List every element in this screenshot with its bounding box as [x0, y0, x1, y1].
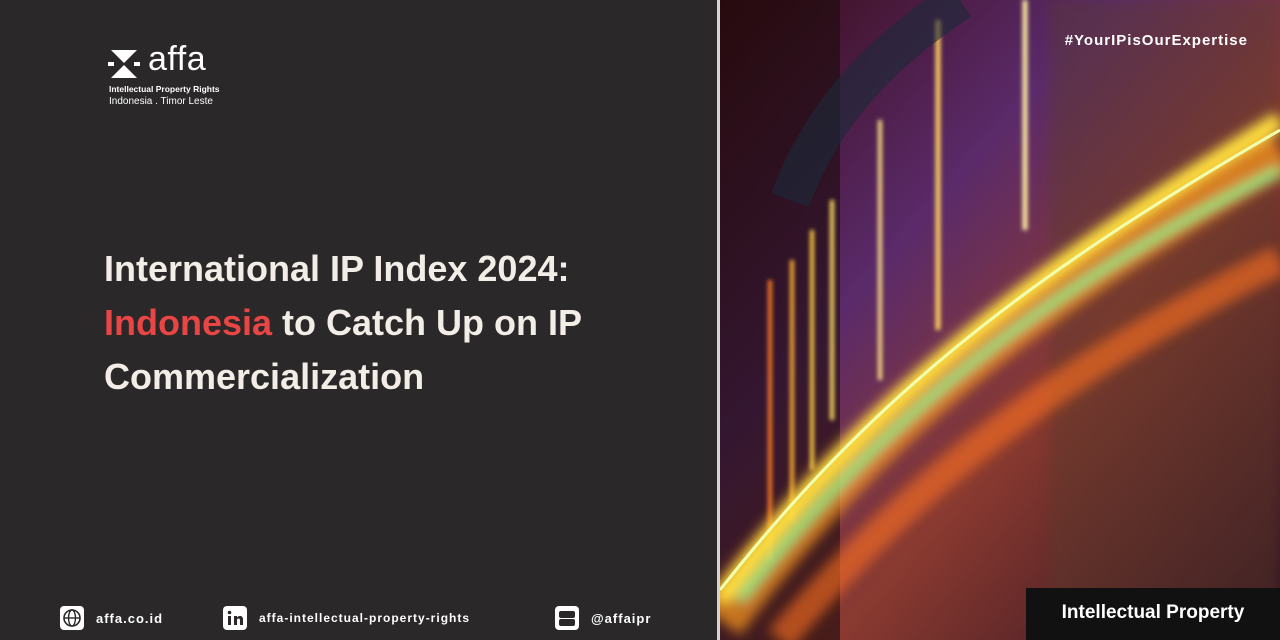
headline-highlight: Indonesia: [104, 302, 273, 343]
hero-image: [720, 0, 1280, 640]
left-panel: affa Intellectual Property Rights Indone…: [60, 40, 651, 630]
linkedin-icon: [223, 606, 247, 630]
logo-region: Indonesia . Timor Leste: [109, 96, 213, 107]
footer-linkedin[interactable]: affa-intellectual-property-rights: [223, 606, 470, 630]
headline-text: to Catch Up on IP: [282, 302, 583, 343]
footer-youtube[interactable]: @affaipr: [555, 606, 651, 630]
globe-icon: [60, 606, 84, 630]
headline-line: Indonesia to Catch Up on IP: [104, 296, 582, 350]
logo-tagline: Intellectual Property Rights: [109, 84, 220, 94]
logo-mark: [108, 50, 140, 78]
footer-website[interactable]: affa.co.id: [60, 606, 163, 630]
headline: International IP Index 2024: Indonesia t…: [104, 242, 582, 404]
youtube-icon: [555, 606, 579, 630]
hashtag: #YourIPisOurExpertise: [1064, 32, 1248, 49]
website: affa.co.id: [96, 610, 164, 626]
category-tag[interactable]: Intellectual Property: [1026, 588, 1280, 640]
linkedin: affa-intellectual-property-rights: [259, 611, 471, 625]
youtube: @affaipr: [591, 610, 652, 626]
divider: [717, 0, 720, 640]
headline-line: International IP Index 2024:: [104, 248, 570, 289]
headline-line: Commercialization: [104, 356, 425, 397]
logo-wordmark: affa: [148, 40, 207, 78]
